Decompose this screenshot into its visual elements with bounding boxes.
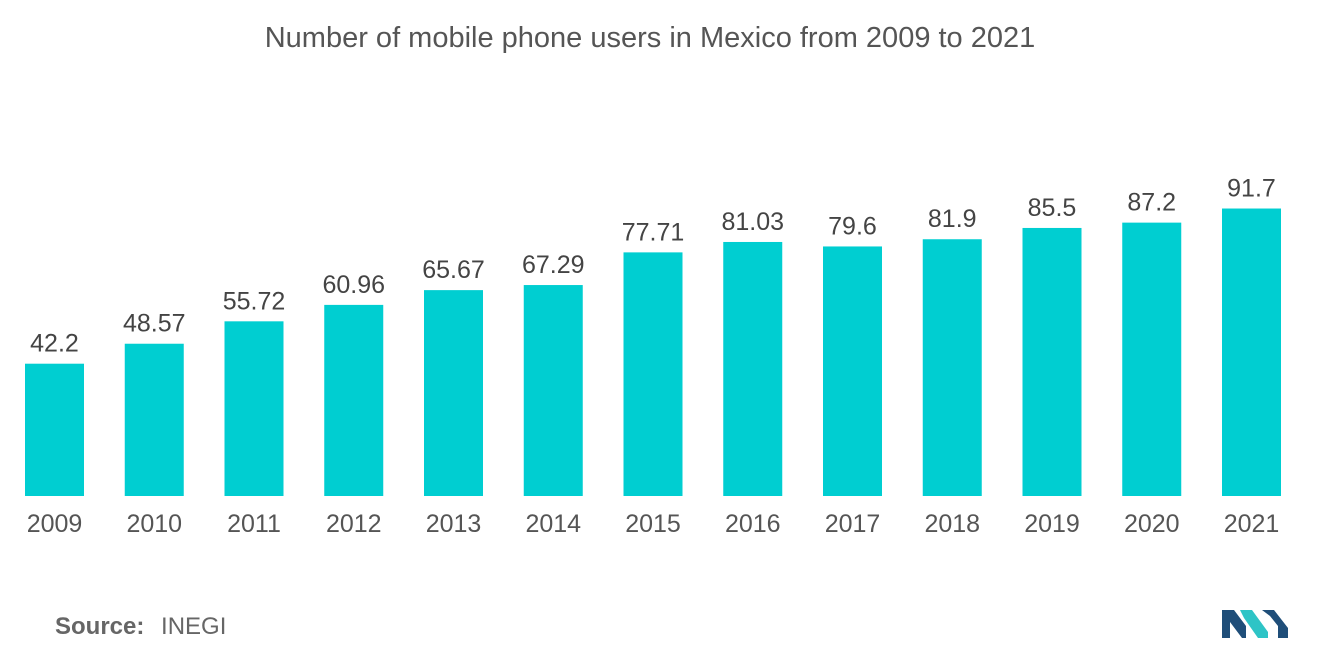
logo-shape-left (1222, 610, 1246, 638)
data-label-2018: 81.9 (928, 205, 977, 233)
source-line: Source: INEGI (55, 613, 226, 641)
x-tick-label-2018: 2018 (924, 510, 980, 538)
x-tick-label-2017: 2017 (825, 510, 881, 538)
source-label: Source: (55, 613, 145, 640)
x-tick-label-2019: 2019 (1024, 510, 1080, 538)
x-tick-label-2015: 2015 (625, 510, 681, 538)
data-label-2010: 48.57 (123, 310, 186, 338)
bar-2014 (523, 285, 583, 496)
data-label-2009: 42.2 (30, 330, 79, 358)
data-label-2017: 79.6 (828, 212, 877, 240)
bar-2018 (922, 239, 982, 496)
logo-shape-right (1262, 610, 1288, 638)
data-label-2015: 77.71 (622, 218, 685, 246)
brand-logo (1222, 610, 1288, 638)
bar-2017 (823, 246, 882, 496)
data-label-2012: 60.96 (322, 271, 385, 299)
x-tick-label-2021: 2021 (1224, 510, 1280, 538)
bar-2010 (124, 343, 184, 496)
bar-2021 (1222, 208, 1281, 496)
data-label-2013: 65.67 (422, 256, 485, 284)
x-tick-label-2012: 2012 (326, 510, 382, 538)
bar-2016 (723, 241, 783, 496)
x-tick-label-2010: 2010 (126, 510, 182, 538)
data-label-2014: 67.29 (522, 251, 585, 279)
source-value: INEGI (161, 613, 227, 640)
logo-shape-mid (1240, 610, 1268, 638)
data-label-2019: 85.5 (1028, 194, 1077, 222)
bar-2019 (1022, 227, 1082, 496)
bar-2011 (224, 321, 284, 496)
bar-2009 (25, 363, 84, 496)
bar-2012 (324, 304, 384, 496)
x-tick-label-2009: 2009 (27, 510, 83, 538)
x-tick-label-2011: 2011 (227, 510, 281, 538)
bar-2015 (623, 252, 683, 496)
bar-2013 (424, 290, 483, 496)
x-tick-label-2016: 2016 (725, 510, 781, 538)
x-tick-label-2020: 2020 (1124, 510, 1180, 538)
bar-2020 (1122, 222, 1182, 497)
x-tick-label-2014: 2014 (525, 510, 581, 538)
data-label-2021: 91.7 (1227, 175, 1276, 203)
data-label-2016: 81.03 (721, 208, 784, 236)
x-tick-label-2013: 2013 (426, 510, 482, 538)
chart-title: Number of mobile phone users in Mexico f… (264, 22, 1036, 54)
data-label-2020: 87.2 (1127, 189, 1176, 217)
data-label-2011: 55.72 (223, 287, 286, 315)
